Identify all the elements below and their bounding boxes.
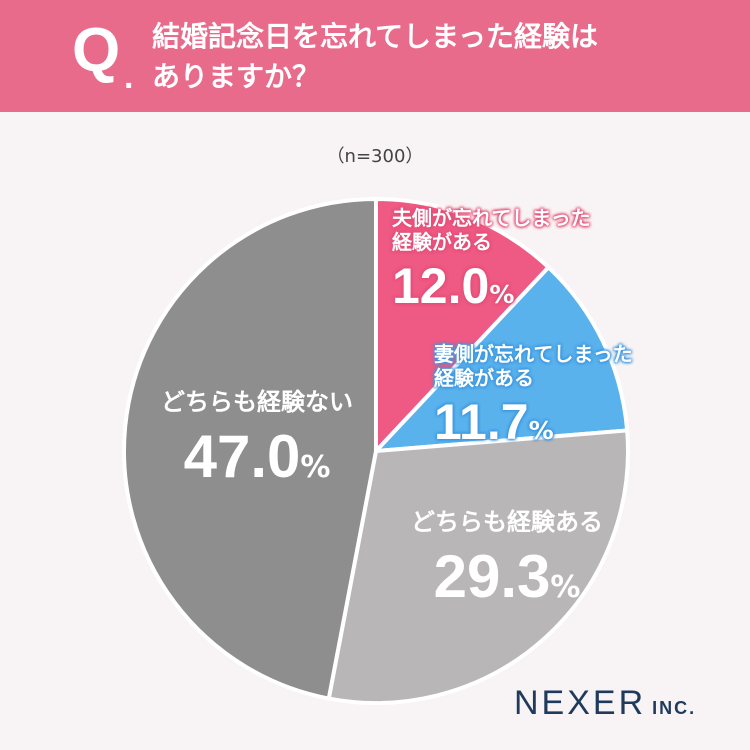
label-wife-forgot: 妻側が忘れてしまった 経験がある 11.7% <box>434 342 633 452</box>
value-neither: 47.0 <box>183 422 301 490</box>
label-husband-line2: 経験がある <box>392 230 492 254</box>
value-both: 29.3 <box>433 542 551 610</box>
label-wife-line1: 妻側が忘れてしまった <box>434 342 633 366</box>
value-husband: 12.0 <box>392 258 490 314</box>
slice-wife-forgot <box>374 265 630 453</box>
label-husband-line1: 夫側が忘れてしまった <box>392 206 591 230</box>
unit-husband: % <box>489 280 515 309</box>
sample-size: （n=300） <box>326 146 424 167</box>
logo-name: NEXER <box>514 684 647 722</box>
unit-neither: % <box>300 449 331 485</box>
label-both-forgot: どちらも経験ある 29.3% <box>382 508 632 613</box>
label-husband-forgot: 夫側が忘れてしまった 経験がある 12.0% <box>392 206 591 316</box>
question-text: 結婚記念日を忘れてしまった経験は ありますか？ <box>152 17 712 97</box>
label-wife-line2: 経験がある <box>434 366 534 390</box>
slice-both-forgot <box>326 428 630 705</box>
q-mark: Q <box>72 16 121 85</box>
slice-husband-forgot <box>374 197 551 453</box>
question-line-2: ありますか？ <box>152 60 321 93</box>
label-neither: どちらも経験ない 47.0% <box>132 388 382 493</box>
unit-both: % <box>550 569 581 605</box>
logo-suffix: INC. <box>652 698 697 718</box>
slice-neither <box>122 197 378 701</box>
q-dot: . <box>124 58 134 96</box>
value-wife: 11.7 <box>434 394 529 450</box>
label-both-line1: どちらも経験ある <box>411 508 603 536</box>
company-logo: NEXER INC. <box>514 686 696 720</box>
label-neither-line1: どちらも経験ない <box>161 388 353 416</box>
unit-wife: % <box>528 416 554 445</box>
question-banner: Q . 結婚記念日を忘れてしまった経験は ありますか？ <box>0 0 750 112</box>
question-line-1: 結婚記念日を忘れてしまった経験は <box>152 20 599 53</box>
